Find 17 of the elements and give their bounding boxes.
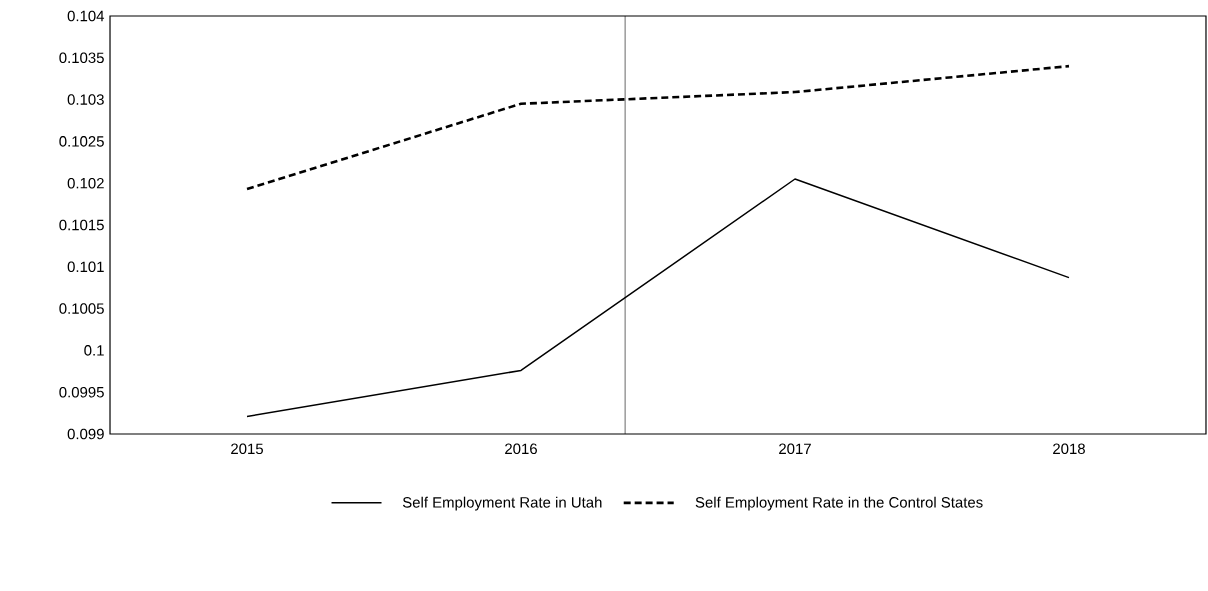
y-tick-label: 0.103 bbox=[67, 94, 104, 105]
y-tick-label: 0.104 bbox=[67, 10, 105, 22]
y-tick-label: 0.101 bbox=[67, 261, 104, 273]
legend-label: Self Employment Rate in Utah bbox=[402, 496, 602, 511]
legend-label: Self Employment Rate in the Control States bbox=[695, 496, 983, 511]
y-tick-label: 0.1005 bbox=[59, 303, 104, 314]
x-tick-label: 2018 bbox=[1053, 443, 1085, 455]
x-tick-label: 2015 bbox=[231, 443, 263, 455]
x-tick-label: 2017 bbox=[779, 443, 811, 455]
y-tick-label: 0.1025 bbox=[59, 136, 104, 147]
y-tick-label: 0.1015 bbox=[59, 219, 104, 231]
x-tick-label: 2016 bbox=[505, 443, 537, 455]
y-tick-label: 0.099 bbox=[67, 428, 104, 440]
y-tick-label: 0.102 bbox=[67, 177, 104, 189]
y-tick-label: 0.1035 bbox=[59, 52, 104, 64]
y-tick-label: 0.0995 bbox=[59, 386, 104, 398]
y-tick-label: 0.1 bbox=[84, 345, 104, 356]
